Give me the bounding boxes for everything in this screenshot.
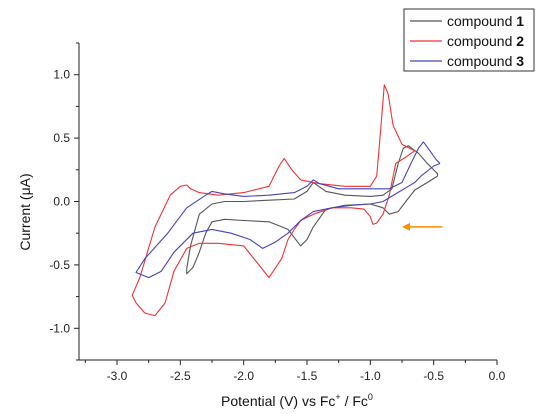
x-tick-label: -3.0 <box>107 369 128 383</box>
annotation-arrow <box>402 223 443 231</box>
plot-area <box>79 43 497 360</box>
y-axis: -1.0 -0.5 0.0 0.5 1.0 <box>49 43 79 360</box>
x-tick-label: -1.0 <box>360 369 381 383</box>
x-axis-title-main: Potential (V) vs Fc <box>221 393 335 409</box>
x-tick-label: 0.0 <box>489 369 506 383</box>
y-tick-label: 0.0 <box>53 195 70 209</box>
x-axis: -3.0 -2.5 -2.0 -1.5 -1.0 -0.5 0.0 <box>85 360 505 383</box>
arrow-head <box>402 223 410 231</box>
y-tick-label: -0.5 <box>49 258 70 272</box>
y-tick-label: 0.5 <box>53 131 70 145</box>
legend: compound 1 compound 2 compound 3 <box>404 9 534 71</box>
x-axis-title: Potential (V) vs Fc+ / Fc0 <box>221 392 373 409</box>
x-tick-label: -0.5 <box>423 369 444 383</box>
x-axis-title-sup2: 0 <box>368 392 373 402</box>
y-tick-label: 1.0 <box>53 68 70 82</box>
y-tick-label: -1.0 <box>49 321 70 335</box>
series-line-compound-1 <box>187 146 438 274</box>
x-tick-label: -2.5 <box>170 369 191 383</box>
x-tick-label: -1.5 <box>297 369 318 383</box>
x-tick-label: -2.0 <box>233 369 254 383</box>
legend-label-compound-2: compound 2 <box>447 33 524 49</box>
legend-label-compound-1: compound 1 <box>447 13 524 29</box>
curves <box>132 85 440 316</box>
y-axis-title: Current (μA) <box>17 173 33 250</box>
legend-label-compound-3: compound 3 <box>447 53 524 69</box>
x-axis-title-mid: / Fc <box>341 393 368 409</box>
